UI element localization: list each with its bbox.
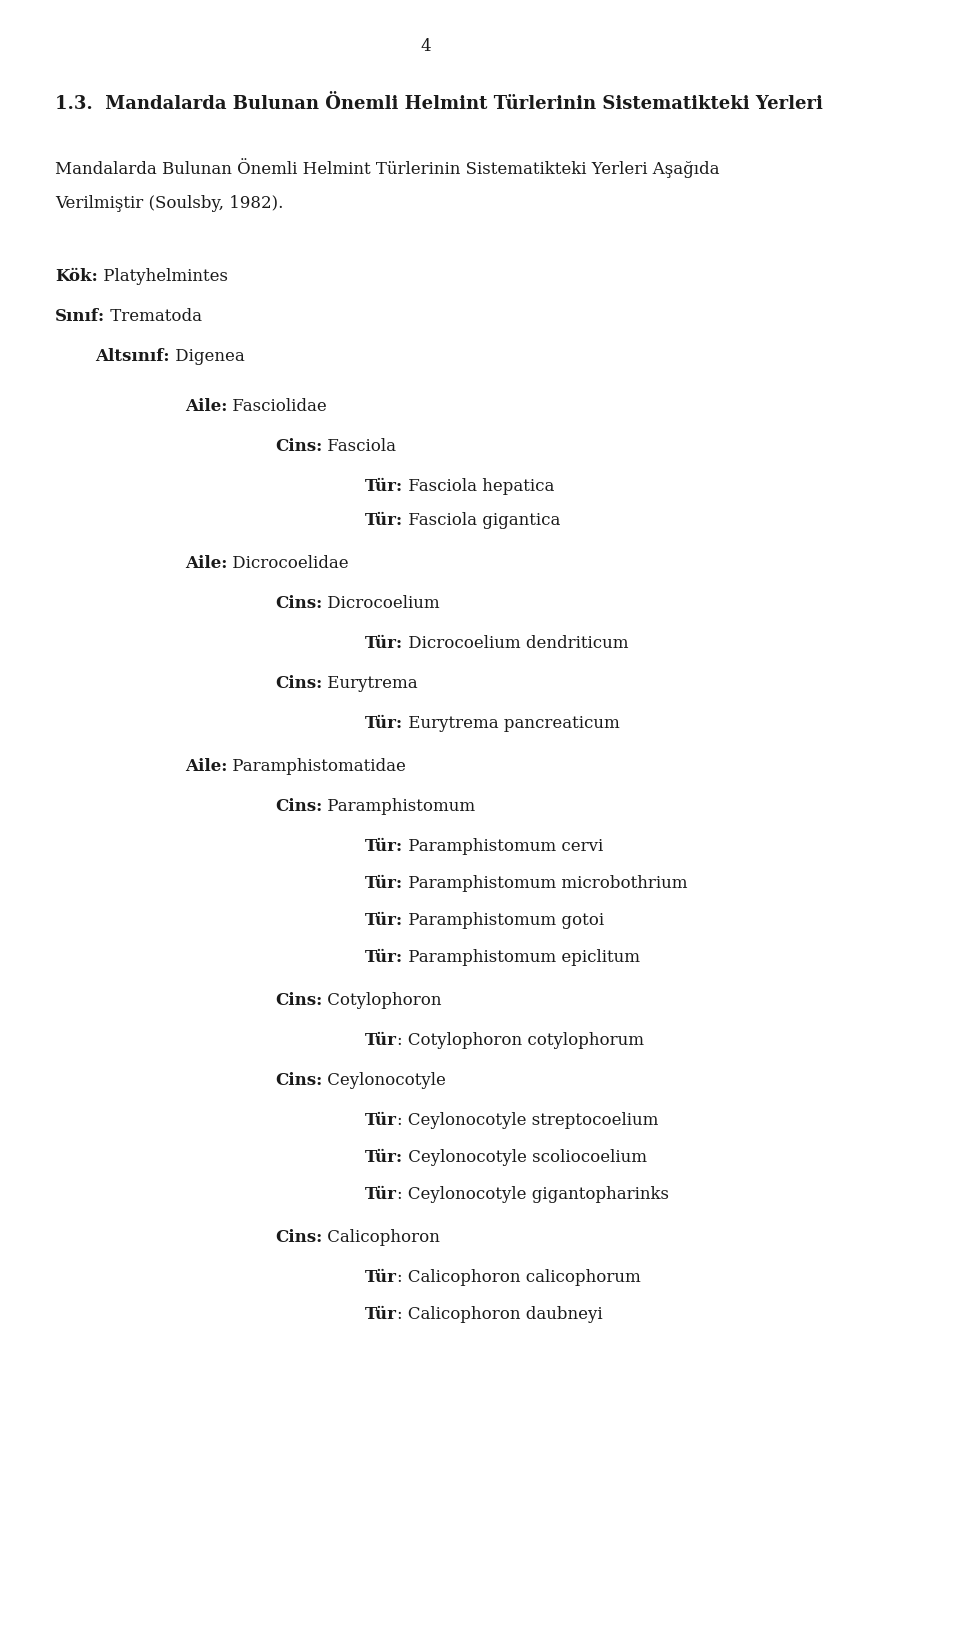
Text: Cins:: Cins: [275,993,323,1009]
Text: Paramphistomum: Paramphistomum [323,798,475,815]
Text: Paramphistomum epiclitum: Paramphistomum epiclitum [403,950,640,966]
Text: Eurytrema pancreaticum: Eurytrema pancreaticum [403,714,620,732]
Text: Ceylonocotyle scoliocoelium: Ceylonocotyle scoliocoelium [403,1149,647,1165]
Text: Tür:: Tür: [365,876,403,892]
Text: Sınıf:: Sınıf: [55,308,106,324]
Text: Tür:: Tür: [365,512,403,528]
Text: Cins:: Cins: [275,1072,323,1090]
Text: Tür:: Tür: [365,635,403,652]
Text: 1.3.  Mandalarda Bulunan Önemli Helmint Türlerinin Sistematikteki Yerleri: 1.3. Mandalarda Bulunan Önemli Helmint T… [55,95,823,114]
Text: Fasciolidae: Fasciolidae [228,398,327,415]
Text: Aile:: Aile: [185,555,228,573]
Text: Tür:: Tür: [365,838,403,854]
Text: Platyhelmintes: Platyhelmintes [98,268,228,285]
Text: Dicrocoelidae: Dicrocoelidae [228,555,349,573]
Text: Tür:: Tür: [365,714,403,732]
Text: Dicrocoelium: Dicrocoelium [323,594,440,612]
Text: Cins:: Cins: [275,675,323,691]
Text: 4: 4 [420,38,431,54]
Text: Tür: Tür [365,1032,397,1049]
Text: Cins:: Cins: [275,1230,323,1246]
Text: Tür: Tür [365,1113,397,1129]
Text: Ceylonocotyle: Ceylonocotyle [323,1072,446,1090]
Text: Dicrocoelium dendriticum: Dicrocoelium dendriticum [403,635,629,652]
Text: Paramphistomum gotoi: Paramphistomum gotoi [403,912,604,928]
Text: Cins:: Cins: [275,798,323,815]
Text: Paramphistomatidae: Paramphistomatidae [228,759,406,775]
Text: Tür:: Tür: [365,477,403,495]
Text: Aile:: Aile: [185,759,228,775]
Text: Tür:: Tür: [365,1149,403,1165]
Text: Fasciola gigantica: Fasciola gigantica [403,512,561,528]
Text: Tür: Tür [365,1305,397,1323]
Text: Paramphistomum cervi: Paramphistomum cervi [403,838,604,854]
Text: : Ceylonocotyle streptocoelium: : Ceylonocotyle streptocoelium [397,1113,659,1129]
Text: Fasciola hepatica: Fasciola hepatica [403,477,555,495]
Text: Cotylophoron: Cotylophoron [323,993,442,1009]
Text: Digenea: Digenea [170,347,244,365]
Text: : Ceylonocotyle gigantopharinks: : Ceylonocotyle gigantopharinks [397,1187,669,1203]
Text: Calicophoron: Calicophoron [323,1230,440,1246]
Text: Aile:: Aile: [185,398,228,415]
Text: : Cotylophoron cotylophorum: : Cotylophoron cotylophorum [397,1032,644,1049]
Text: Verilmiştir (Soulsby, 1982).: Verilmiştir (Soulsby, 1982). [55,194,283,212]
Text: Tür:: Tür: [365,912,403,928]
Text: Trematoda: Trematoda [106,308,203,324]
Text: : Calicophoron calicophorum: : Calicophoron calicophorum [397,1269,640,1286]
Text: Paramphistomum microbothrium: Paramphistomum microbothrium [403,876,687,892]
Text: Kök:: Kök: [55,268,98,285]
Text: Cins:: Cins: [275,594,323,612]
Text: Tür:: Tür: [365,950,403,966]
Text: : Calicophoron daubneyi: : Calicophoron daubneyi [397,1305,603,1323]
Text: Tür: Tür [365,1269,397,1286]
Text: Altsınıf:: Altsınıf: [95,347,170,365]
Text: Tür: Tür [365,1187,397,1203]
Text: Eurytrema: Eurytrema [323,675,418,691]
Text: Fasciola: Fasciola [323,438,396,454]
Text: Cins:: Cins: [275,438,323,454]
Text: Mandalarda Bulunan Önemli Helmint Türlerinin Sistematikteki Yerleri Aşağıda: Mandalarda Bulunan Önemli Helmint Türler… [55,158,719,178]
